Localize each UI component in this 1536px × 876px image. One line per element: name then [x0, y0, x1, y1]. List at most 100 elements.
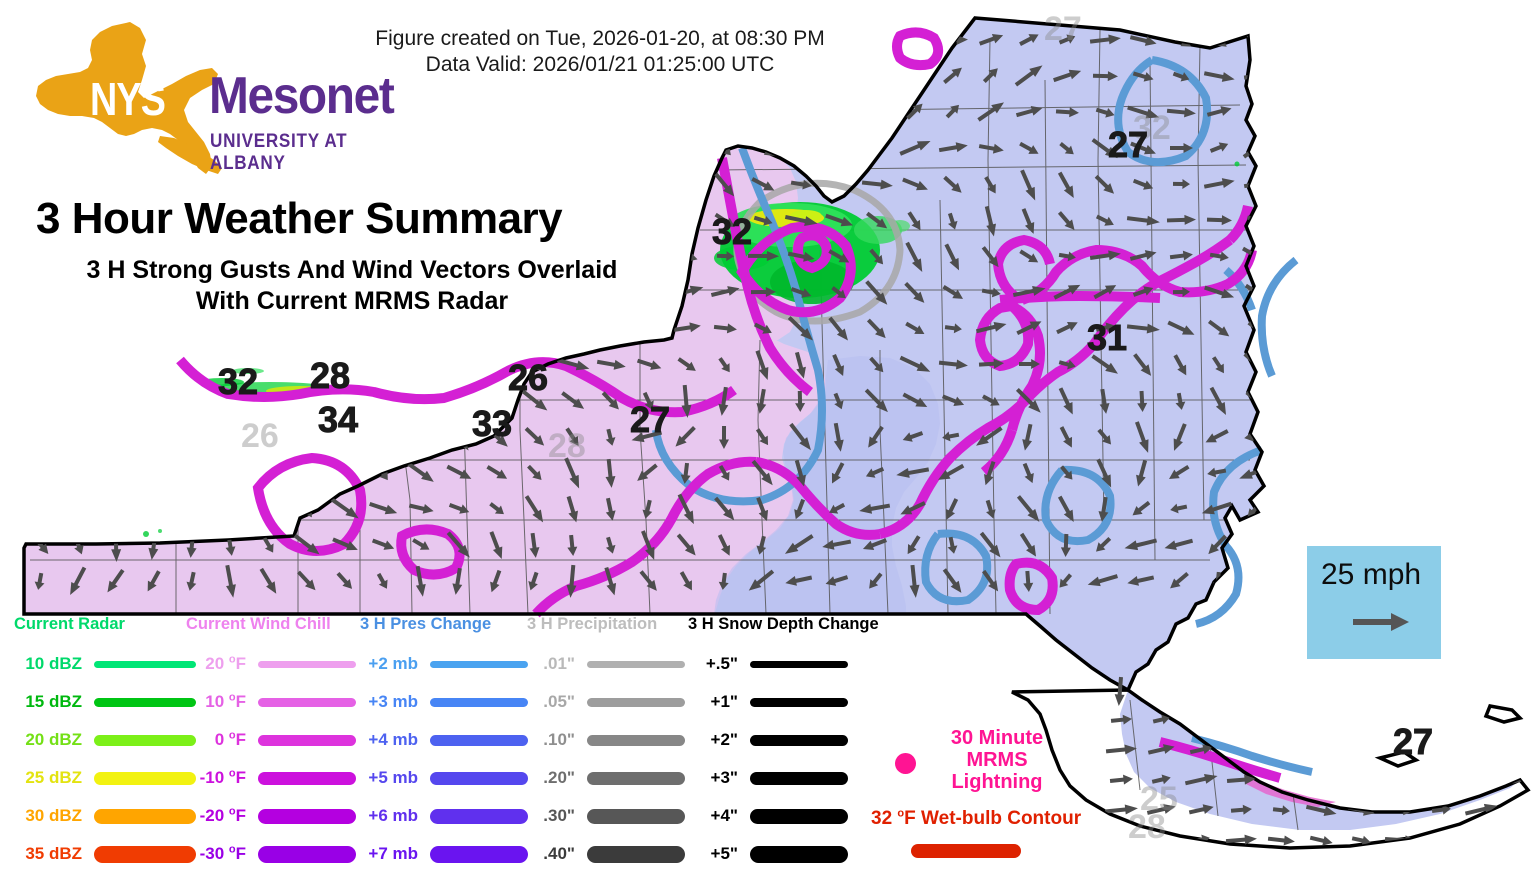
- wind-barb-icon: [70, 566, 87, 596]
- wind-barb-icon: [1269, 677, 1291, 704]
- wind-barb-icon: [415, 349, 426, 381]
- wind-barb-icon: [1151, 774, 1171, 785]
- wind-barb-icon: [1189, 744, 1213, 755]
- wind-barb-icon: [756, 497, 769, 522]
- wind-barb-icon: [107, 569, 125, 593]
- legend-label-radar-1: 15 dBZ: [25, 692, 82, 711]
- wind-barb-icon: [787, 316, 813, 341]
- wind-barb-icon: [1169, 464, 1190, 479]
- gust-label: 32: [712, 211, 752, 252]
- lightning-dot-icon: [895, 753, 916, 774]
- wind-barb-icon: [979, 531, 1001, 558]
- wind-barb-icon: [486, 465, 508, 479]
- wind-barb-icon: [407, 462, 434, 482]
- wind-barb-icon: [336, 571, 353, 589]
- wind-barb-icon: [1146, 804, 1176, 815]
- wind-barb-icon: [642, 391, 654, 410]
- legend-row-precip-1: .05": [527, 691, 685, 713]
- wind-barb-icon: [794, 351, 806, 379]
- lightning-line-3: Lightning: [951, 771, 1043, 793]
- wind-barb-icon: [985, 499, 996, 519]
- wind-barb-icon: [34, 356, 45, 374]
- legend-swatch-pres-3: [430, 771, 528, 785]
- legend-label-windchill-0: 20 oF: [205, 653, 246, 673]
- wind-barb-icon: [1126, 215, 1160, 226]
- wind-barb-icon: [1053, 69, 1082, 83]
- wind-barb-icon: [109, 499, 123, 519]
- wind-barb-icon: [976, 426, 1003, 446]
- wind-barb-icon: [332, 537, 358, 551]
- legend-label-snow-1: +1": [710, 692, 738, 711]
- wind-barb-icon: [639, 138, 658, 159]
- wind-barb-icon: [1089, 34, 1121, 45]
- wind-barb-icon: [795, 390, 806, 412]
- wind-barb-icon: [714, 172, 735, 197]
- wind-barb-icon: [414, 320, 426, 338]
- wind-barb-icon: [942, 284, 964, 299]
- wind-barb-icon: [828, 249, 850, 263]
- legend-label-radar-4: 30 dBZ: [25, 806, 82, 825]
- wind-barb-icon: [524, 495, 544, 523]
- wind-barb-icon: [1306, 745, 1336, 756]
- legend-label-radar-5: 35 dBZ: [25, 844, 82, 863]
- wind-barb-icon: [825, 213, 854, 227]
- wind-barb-icon: [1348, 745, 1374, 756]
- legend-swatch-precip-0: [587, 660, 685, 668]
- page-subtitle: 3 H Strong Gusts And Wind Vectors Overla…: [36, 255, 668, 317]
- wind-barb-icon: [1172, 286, 1190, 297]
- legend: Current Radar 10 dBZ 15 dBZ 20 dBZ 25 dBZ 30…: [0, 615, 1100, 876]
- wind-barb-icon: [642, 499, 653, 519]
- wind-barb-icon: [784, 534, 814, 554]
- wind-barb-icon: [633, 107, 665, 118]
- wind-barb-icon: [107, 313, 124, 345]
- wind-barb-icon: [1347, 685, 1371, 696]
- wind-barb-icon: [978, 33, 1004, 46]
- wind-barb-icon: [446, 531, 470, 558]
- wind-barb-icon: [66, 461, 91, 484]
- arrow-right-icon: [1353, 613, 1409, 631]
- wind-barb-icon: [412, 538, 430, 550]
- wind-barb-icon: [187, 424, 198, 450]
- wind-barb-icon: [1124, 538, 1158, 551]
- wind-barb-icon: [34, 572, 45, 590]
- legend-row-precip-0: .01": [527, 653, 685, 675]
- gust-label: 32: [1133, 109, 1171, 147]
- wind-barb-icon: [1019, 34, 1039, 46]
- wind-barb-icon: [639, 570, 657, 591]
- legend-swatch-precip-1: [587, 697, 685, 707]
- wind-barb-icon: [902, 177, 928, 191]
- wind-barb-icon: [1087, 574, 1118, 587]
- wind-barb-icon: [446, 464, 472, 479]
- legend-label-radar-0: 10 dBZ: [25, 654, 82, 673]
- gust-label: 28: [310, 355, 350, 396]
- wind-barb-icon: [452, 567, 463, 595]
- wind-barb-icon: [981, 287, 1001, 298]
- wind-barb-icon: [824, 106, 854, 117]
- wind-barb-icon: [485, 142, 509, 153]
- wind-barb-icon: [1152, 679, 1168, 702]
- wind-barb-icon: [1135, 421, 1149, 453]
- wind-barb-icon: [408, 178, 434, 190]
- wind-barb-icon: [1235, 682, 1246, 700]
- wind-barb-icon: [1506, 804, 1528, 815]
- wind-barb-icon: [1172, 71, 1190, 82]
- wind-barb-icon: [944, 323, 962, 334]
- wind-barb-icon: [148, 462, 160, 484]
- legend-label-precip-3: .20": [543, 768, 575, 787]
- wind-barb-icon: [866, 211, 888, 229]
- wind-barb-icon: [256, 354, 281, 374]
- wind-barb-icon: [605, 428, 616, 446]
- wind-barb-icon: [1114, 676, 1125, 706]
- wind-barb-icon: [1095, 107, 1115, 118]
- wind-barb-icon: [716, 251, 734, 262]
- wind-barb-icon: [944, 243, 960, 271]
- gust-label: 27: [630, 399, 670, 440]
- wind-barb-icon: [297, 422, 315, 451]
- wind-barb-icon: [637, 463, 658, 481]
- gust-label: 27: [1044, 10, 1082, 48]
- wind-barb-icon: [224, 456, 236, 490]
- legend-label-snow-2: +2": [710, 730, 738, 749]
- wind-barb-icon: [861, 70, 893, 81]
